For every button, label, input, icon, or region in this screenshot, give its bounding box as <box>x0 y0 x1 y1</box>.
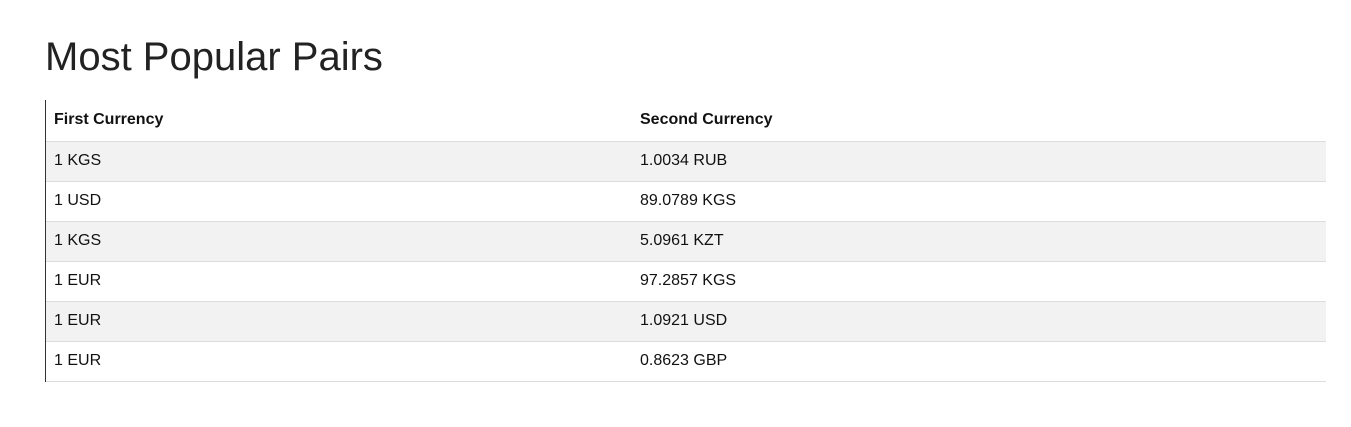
table-body: 1 KGS 1.0034 RUB 1 USD 89.0789 KGS 1 KGS… <box>46 141 1326 382</box>
popular-pairs-table: First Currency Second Currency 1 KGS 1.0… <box>46 100 1326 382</box>
second-currency-cell: 1.0921 USD <box>632 301 1326 342</box>
header-row: First Currency Second Currency <box>46 100 1326 142</box>
first-currency-cell: 1 EUR <box>46 341 632 382</box>
first-currency-cell: 1 KGS <box>46 141 632 182</box>
second-currency-cell: 89.0789 KGS <box>632 181 1326 222</box>
table-row: 1 EUR 1.0921 USD <box>46 301 1326 342</box>
second-currency-cell: 5.0961 KZT <box>632 221 1326 262</box>
table-row: 1 USD 89.0789 KGS <box>46 181 1326 222</box>
first-currency-cell: 1 KGS <box>46 221 632 262</box>
second-currency-cell: 0.8623 GBP <box>632 341 1326 382</box>
second-currency-cell: 1.0034 RUB <box>632 141 1326 182</box>
table-row: 1 KGS 5.0961 KZT <box>46 221 1326 262</box>
table-row: 1 EUR 0.8623 GBP <box>46 341 1326 382</box>
table-header: First Currency Second Currency <box>46 100 1326 142</box>
popular-pairs-table-wrapper: First Currency Second Currency 1 KGS 1.0… <box>45 100 1326 382</box>
first-currency-header: First Currency <box>46 100 632 142</box>
page-title: Most Popular Pairs <box>45 35 383 79</box>
table-row: 1 KGS 1.0034 RUB <box>46 141 1326 182</box>
first-currency-cell: 1 EUR <box>46 301 632 342</box>
first-currency-cell: 1 EUR <box>46 261 632 302</box>
first-currency-cell: 1 USD <box>46 181 632 222</box>
second-currency-header: Second Currency <box>632 100 1326 142</box>
table-row: 1 EUR 97.2857 KGS <box>46 261 1326 302</box>
second-currency-cell: 97.2857 KGS <box>632 261 1326 302</box>
